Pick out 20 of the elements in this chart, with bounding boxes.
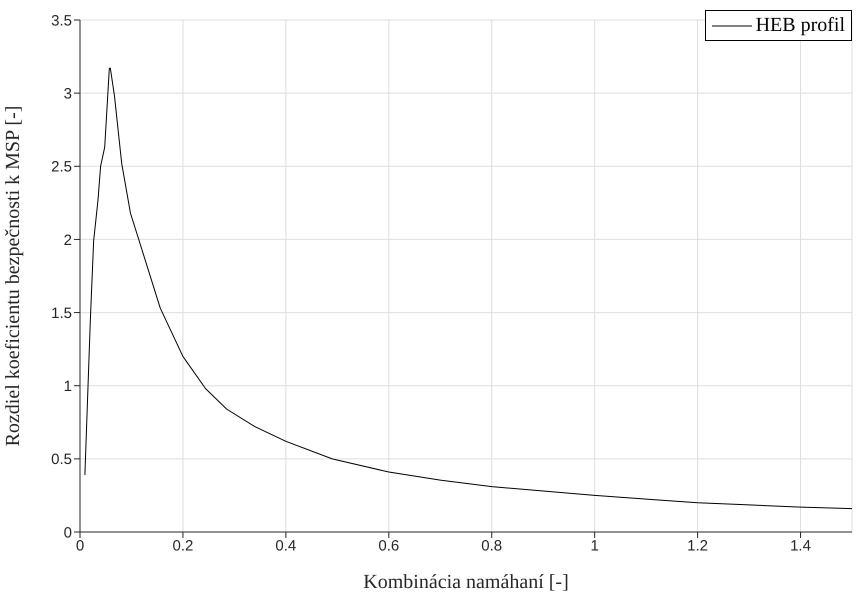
x-tick-label: 1.4 (790, 538, 811, 555)
x-tick-label: 0.4 (275, 538, 296, 555)
y-tick-label: 0.5 (51, 451, 72, 468)
x-tick-label: 1 (590, 538, 599, 555)
x-tick-label: 0.6 (378, 538, 400, 555)
x-tick-label: 0.2 (172, 538, 194, 555)
y-tick-label: 3.5 (51, 12, 72, 30)
x-tick-label: 1.2 (687, 538, 708, 555)
y-tick-label: 2 (64, 232, 72, 249)
y-tick-label: 1.5 (51, 304, 72, 322)
x-tick-label: 0 (76, 538, 84, 555)
legend-label: HEB profil (756, 14, 845, 37)
y-axis-title: Rozdiel koeficientu bezpečnosti k MSP [-] (2, 106, 24, 446)
y-tick-label: 2.5 (51, 158, 72, 176)
y-tick-label: 1 (64, 378, 72, 396)
y-tick-label: 0 (64, 524, 72, 542)
line-series (84, 68, 852, 510)
x-axis-title: Kombinácia namáhaní [-] (363, 571, 569, 593)
x-tick-label: 0.8 (481, 538, 502, 555)
y-tick-label: 3 (64, 85, 72, 102)
